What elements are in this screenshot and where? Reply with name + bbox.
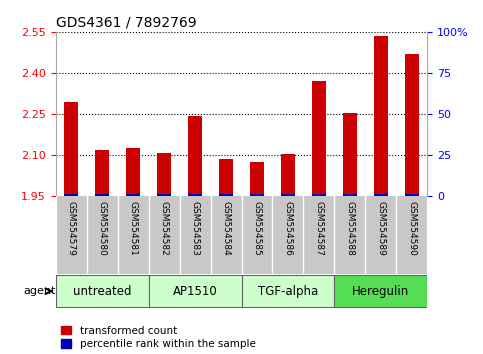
Text: TGF-alpha: TGF-alpha <box>258 285 318 298</box>
Text: GSM554586: GSM554586 <box>284 201 293 256</box>
Text: GSM554585: GSM554585 <box>253 201 261 256</box>
Bar <box>95 194 109 196</box>
Bar <box>374 36 388 196</box>
Bar <box>343 194 357 196</box>
FancyBboxPatch shape <box>334 275 427 307</box>
Text: AP1510: AP1510 <box>172 285 217 298</box>
Text: GSM554588: GSM554588 <box>345 201 355 256</box>
Text: GSM554587: GSM554587 <box>314 201 324 256</box>
Text: GSM554582: GSM554582 <box>159 201 169 256</box>
Text: Heregulin: Heregulin <box>352 285 410 298</box>
Bar <box>95 150 109 196</box>
Bar <box>312 194 326 196</box>
Text: GSM554589: GSM554589 <box>376 201 385 256</box>
FancyBboxPatch shape <box>56 275 149 307</box>
Bar <box>281 194 295 196</box>
Bar <box>64 102 78 196</box>
Bar <box>126 148 140 196</box>
Text: untreated: untreated <box>73 285 131 298</box>
Bar <box>312 81 326 196</box>
Bar <box>374 194 388 196</box>
Bar <box>250 194 264 196</box>
Bar <box>281 154 295 196</box>
Text: GSM554581: GSM554581 <box>128 201 138 256</box>
Text: GSM554579: GSM554579 <box>67 201 75 256</box>
Bar <box>219 159 233 196</box>
Text: GDS4361 / 7892769: GDS4361 / 7892769 <box>56 15 196 29</box>
Bar <box>405 54 419 196</box>
Bar <box>188 115 202 196</box>
Bar <box>188 194 202 196</box>
Bar <box>157 194 171 196</box>
Bar <box>250 162 264 196</box>
Bar <box>126 194 140 196</box>
Bar <box>405 194 419 196</box>
Legend: transformed count, percentile rank within the sample: transformed count, percentile rank withi… <box>61 326 256 349</box>
Text: GSM554584: GSM554584 <box>222 201 230 256</box>
Bar <box>219 194 233 196</box>
Bar <box>157 153 171 196</box>
Text: GSM554583: GSM554583 <box>190 201 199 256</box>
Text: GSM554590: GSM554590 <box>408 201 416 256</box>
Text: agent: agent <box>24 286 56 296</box>
Bar <box>343 113 357 196</box>
Text: GSM554580: GSM554580 <box>98 201 107 256</box>
Bar <box>64 194 78 196</box>
FancyBboxPatch shape <box>149 275 242 307</box>
FancyBboxPatch shape <box>242 275 334 307</box>
